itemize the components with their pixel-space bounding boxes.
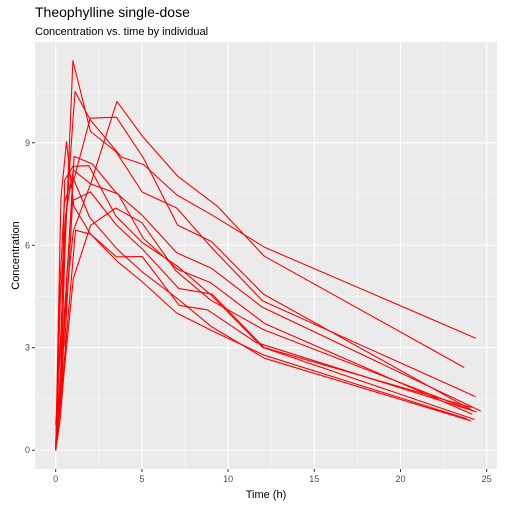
tick-labels: 0 5 10 15 20 25 0 3 6 9 [25,138,492,484]
x-tick-label: 5 [139,474,144,484]
axis-ticks [32,142,488,472]
x-tick-label: 0 [53,474,58,484]
y-tick-label: 9 [25,138,30,148]
y-tick-label: 3 [25,343,30,353]
x-tick-label: 20 [395,474,405,484]
series-line-7 [55,207,474,451]
x-tick-label: 15 [309,474,319,484]
x-tick-label: 25 [482,474,492,484]
series-line-10 [55,100,465,443]
series-lines [55,60,481,451]
chart-subtitle: Concentration vs. time by individual [35,26,208,38]
series-line-5 [55,60,476,451]
x-tick-label: 10 [223,474,233,484]
series-line-12 [55,116,473,451]
y-axis-title: Concentration [10,221,22,290]
series-line-6 [55,229,467,451]
plot-panel [35,42,497,469]
chart-title: Theophylline single-dose [35,4,190,20]
series-line-1 [55,90,477,425]
minor-gridlines [35,42,497,469]
y-tick-label: 0 [25,445,30,455]
series-line-11 [55,176,471,451]
y-tick-label: 6 [25,240,30,250]
series-line-9 [55,141,477,451]
x-axis-title: Time (h) [246,489,287,501]
